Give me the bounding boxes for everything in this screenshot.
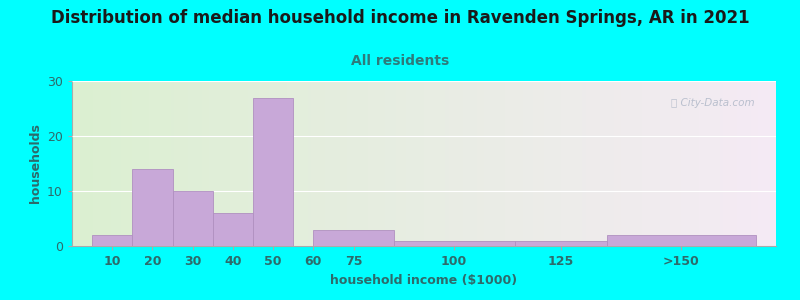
Bar <box>314 230 394 246</box>
Bar <box>253 98 294 246</box>
Bar <box>607 235 756 246</box>
Bar <box>132 169 173 246</box>
X-axis label: household income ($1000): household income ($1000) <box>330 274 518 286</box>
Text: All residents: All residents <box>351 54 449 68</box>
Bar <box>514 241 607 246</box>
Bar <box>394 241 514 246</box>
Bar <box>92 235 132 246</box>
Text: ⓘ City-Data.com: ⓘ City-Data.com <box>671 98 755 107</box>
Bar <box>213 213 253 246</box>
Bar <box>173 191 213 246</box>
Text: Distribution of median household income in Ravenden Springs, AR in 2021: Distribution of median household income … <box>50 9 750 27</box>
Y-axis label: households: households <box>29 124 42 203</box>
